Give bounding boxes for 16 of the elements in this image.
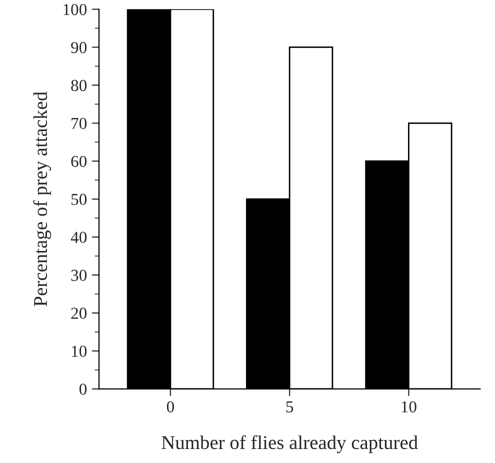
- y-tick-label: 30: [71, 270, 87, 281]
- y-tick-label: 90: [71, 42, 87, 54]
- x-tick-label: 0: [166, 401, 174, 412]
- x-tick-label: 10: [402, 401, 416, 412]
- y-tick-label: 60: [71, 156, 87, 168]
- y-tick-label: 50: [71, 194, 87, 206]
- y-tick-label: 100: [64, 4, 87, 16]
- y-tick-label: 10: [72, 346, 87, 357]
- x-tick-label: 5: [286, 401, 294, 412]
- y-tick-label: 40: [70, 232, 87, 244]
- y-tick-label: 70: [72, 118, 87, 130]
- y-tick-label: 80: [71, 80, 87, 92]
- y-axis-title: Percentage of prey attacked: [33, 92, 52, 306]
- x-axis-title: Number of flies already captured: [162, 435, 418, 454]
- y-tick-label: 20: [71, 308, 87, 319]
- y-tick-label: 0: [79, 384, 87, 395]
